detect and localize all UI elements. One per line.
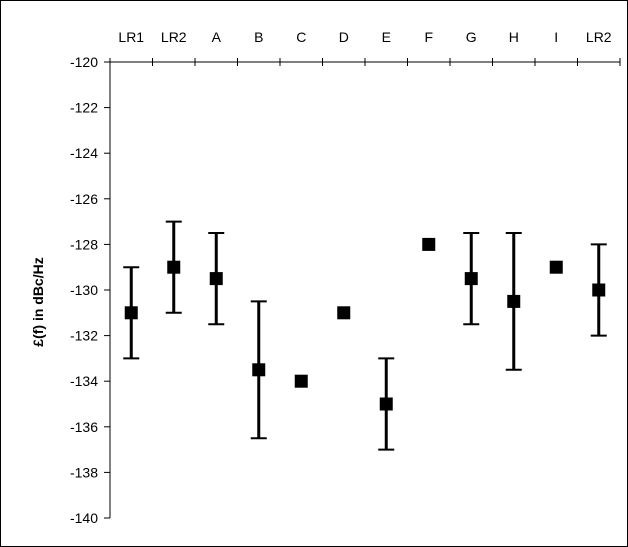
x-tick-label: H — [509, 29, 519, 45]
y-tick-label: -136 — [70, 419, 98, 435]
data-point — [124, 306, 138, 320]
data-point — [507, 294, 521, 308]
data-point — [549, 260, 563, 274]
y-tick-label: -120 — [70, 54, 98, 70]
y-tick-label: -138 — [70, 464, 98, 480]
data-point — [464, 272, 478, 286]
y-tick-label: -124 — [70, 145, 98, 161]
y-tick-label: -130 — [70, 282, 98, 298]
axes — [104, 58, 621, 519]
data-point — [294, 374, 308, 388]
data-markers — [124, 237, 606, 411]
x-tick-label: B — [254, 29, 263, 45]
x-tick-label: LR2 — [161, 29, 187, 45]
y-tick-label: -128 — [70, 236, 98, 252]
y-tick-label: -132 — [70, 328, 98, 344]
x-tick-label: C — [296, 29, 306, 45]
data-point — [252, 363, 266, 377]
data-point — [422, 237, 436, 251]
x-tick-labels: LR1 LR2 A B C D E F G H I LR2 — [118, 29, 611, 45]
x-tick-label: F — [424, 29, 433, 45]
y-tick-labels: -120 -122 -124 -126 -128 -130 -132 -134 -136 -138… — [70, 54, 98, 526]
data-point — [209, 272, 223, 286]
data-point — [337, 306, 351, 320]
x-tick-label: E — [382, 29, 391, 45]
x-tick-label: A — [212, 29, 222, 45]
x-tick-label: LR2 — [586, 29, 612, 45]
data-point — [592, 283, 606, 297]
x-tick-label: G — [466, 29, 477, 45]
y-tick-label: -140 — [70, 510, 98, 526]
y-tick-label: -122 — [70, 100, 98, 116]
x-tick-label: D — [339, 29, 349, 45]
x-tick-label: I — [554, 29, 558, 45]
data-point — [379, 397, 393, 411]
x-tick-label: LR1 — [118, 29, 144, 45]
data-point — [167, 260, 181, 274]
y-axis-label: £(f) in dBc/Hz — [30, 257, 46, 346]
y-tick-label: -134 — [70, 373, 98, 389]
y-tick-label: -126 — [70, 191, 98, 207]
